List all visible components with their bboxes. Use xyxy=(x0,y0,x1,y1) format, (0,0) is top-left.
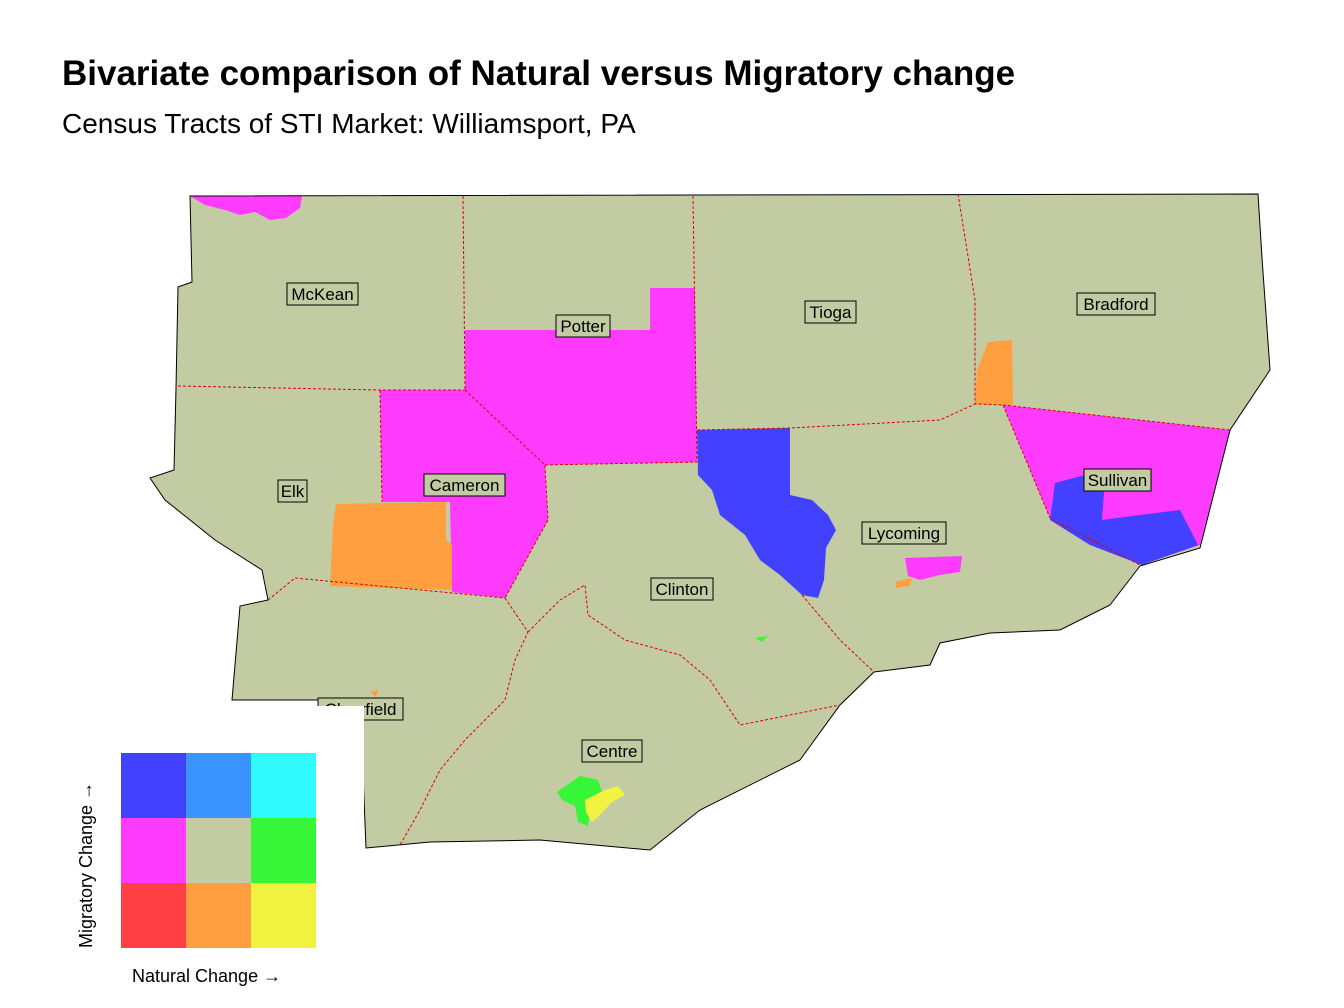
county-name: Sullivan xyxy=(1088,471,1148,490)
legend-cell xyxy=(251,883,316,948)
county-label-elk: Elk xyxy=(277,479,308,503)
county-name: Elk xyxy=(281,482,305,501)
legend-cell xyxy=(186,818,251,883)
tract-potter-cameron xyxy=(380,288,697,598)
county-name: Potter xyxy=(560,317,606,336)
county-label-clinton: Clinton xyxy=(650,577,714,601)
tract-lycoming-west xyxy=(697,428,836,598)
county-boundaries xyxy=(177,193,1231,846)
tract-williamsport-south xyxy=(895,578,912,588)
tract-state-college-green xyxy=(557,776,602,826)
tract-sullivan-east xyxy=(1050,475,1198,565)
county-label-lycoming: Lycoming xyxy=(861,521,947,545)
county-name: Tioga xyxy=(810,303,852,322)
legend-cell xyxy=(121,818,186,883)
tract-elk-south xyxy=(330,502,452,590)
county-label-tioga: Tioga xyxy=(804,300,857,324)
tract-clearfield-small xyxy=(370,690,378,697)
tract-williamsport xyxy=(905,556,962,580)
county-name: Lycoming xyxy=(868,524,940,543)
county-label-potter: Potter xyxy=(555,314,611,338)
legend-cell xyxy=(251,753,316,818)
legend-cell xyxy=(186,753,251,818)
legend-x-label: Natural Change → xyxy=(132,966,282,986)
tract-bradford-south xyxy=(975,340,1013,405)
county-label-sullivan: Sullivan xyxy=(1083,468,1152,492)
county-name: McKean xyxy=(291,285,353,304)
county-name: Centre xyxy=(586,742,637,761)
legend-cell xyxy=(186,883,251,948)
tract-clinton-small xyxy=(755,636,768,642)
map-title: Bivariate comparison of Natural versus M… xyxy=(62,54,1016,93)
legend-cell xyxy=(121,753,186,818)
county-label-cameron: Cameron xyxy=(423,473,506,497)
county-label-mckean: McKean xyxy=(286,282,359,306)
market-outline xyxy=(149,193,1271,851)
map-subtitle: Census Tracts of STI Market: Williamspor… xyxy=(62,108,636,139)
tract-north-mckean xyxy=(190,196,302,220)
legend-y-label: Migratory Change → xyxy=(76,781,96,948)
tract-state-college-yellow xyxy=(585,786,625,822)
county-name: Clinton xyxy=(656,580,709,599)
county-name: Cameron xyxy=(430,476,500,495)
county-label-bradford: Bradford xyxy=(1076,292,1156,316)
legend-cell xyxy=(121,883,186,948)
legend-cell xyxy=(251,818,316,883)
county-label-centre: Centre xyxy=(581,739,643,763)
county-name: Bradford xyxy=(1083,295,1148,314)
